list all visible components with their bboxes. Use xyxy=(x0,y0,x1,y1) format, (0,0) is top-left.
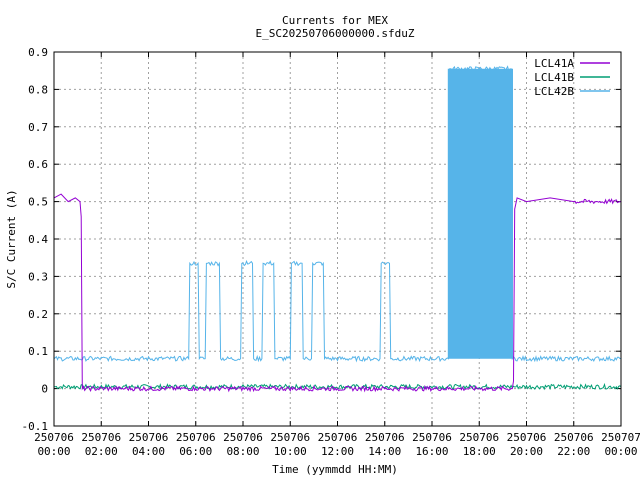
x-tick-label: 06:00 xyxy=(179,445,212,458)
y-tick-label: 0.2 xyxy=(28,308,48,321)
y-tick-label: 0.1 xyxy=(28,345,48,358)
y-tick-label: 0 xyxy=(41,383,48,396)
legend-label: LCL41B xyxy=(534,71,574,84)
x-tick-label: 250706 xyxy=(554,431,594,444)
x-tick-label: 22:00 xyxy=(557,445,590,458)
y-tick-label: 0.6 xyxy=(28,158,48,171)
x-tick-label: 250706 xyxy=(412,431,452,444)
axis-ticks: -0.100.10.20.30.40.50.60.70.80.925070600… xyxy=(22,46,640,458)
y-tick-label: 0.7 xyxy=(28,121,48,134)
grid xyxy=(54,52,621,426)
y-tick-label: 0.3 xyxy=(28,270,48,283)
series-line-lcl42b xyxy=(53,65,622,363)
x-tick-label: 250707 xyxy=(601,431,640,444)
x-tick-label: 250706 xyxy=(365,431,405,444)
series-band-lcl42b xyxy=(447,68,513,359)
legend-label: LCL41A xyxy=(534,57,574,70)
y-tick-label: -0.1 xyxy=(22,420,49,433)
x-tick-label: 250706 xyxy=(81,431,121,444)
y-tick-label: 0.4 xyxy=(28,233,48,246)
plot-frame xyxy=(53,51,622,427)
x-tick-label: 250706 xyxy=(318,431,358,444)
x-tick-label: 00:00 xyxy=(37,445,70,458)
chart-subtitle: E_SC20250706000000.sfduZ xyxy=(256,27,415,40)
x-tick-label: 10:00 xyxy=(274,445,307,458)
y-tick-label: 0.5 xyxy=(28,196,48,209)
x-tick-label: 18:00 xyxy=(463,445,496,458)
x-tick-label: 250706 xyxy=(176,431,216,444)
x-tick-label: 250706 xyxy=(129,431,169,444)
x-tick-label: 00:00 xyxy=(604,445,637,458)
x-tick-label: 250706 xyxy=(34,431,74,444)
y-axis-label: S/C Current (A) xyxy=(5,189,18,288)
x-tick-label: 04:00 xyxy=(132,445,165,458)
chart-title: Currents for MEX xyxy=(282,14,388,27)
x-tick-label: 250706 xyxy=(223,431,263,444)
y-tick-label: 0.8 xyxy=(28,83,48,96)
series-lines xyxy=(53,65,622,393)
x-tick-label: 02:00 xyxy=(85,445,118,458)
series-line-lcl41a xyxy=(53,193,622,393)
x-tick-label: 250706 xyxy=(507,431,547,444)
x-tick-label: 12:00 xyxy=(321,445,354,458)
x-tick-label: 14:00 xyxy=(368,445,401,458)
y-tick-label: 0.9 xyxy=(28,46,48,59)
x-tick-label: 08:00 xyxy=(226,445,259,458)
x-tick-label: 20:00 xyxy=(510,445,543,458)
x-tick-label: 16:00 xyxy=(415,445,448,458)
x-axis-label: Time (yymmdd HH:MM) xyxy=(272,463,398,476)
x-tick-label: 250706 xyxy=(270,431,310,444)
legend-label: LCL42B xyxy=(534,85,574,98)
x-tick-label: 250706 xyxy=(459,431,499,444)
